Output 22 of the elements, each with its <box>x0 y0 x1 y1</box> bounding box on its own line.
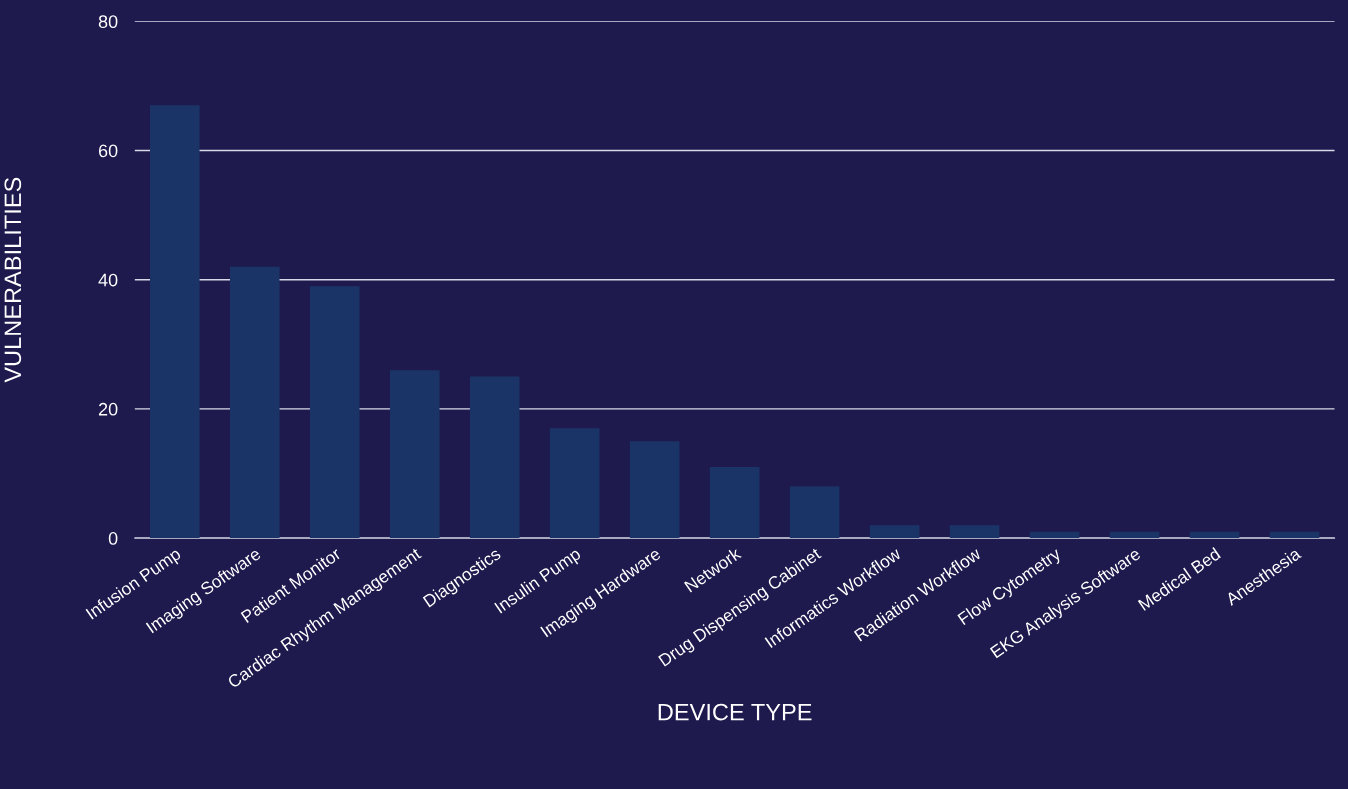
bar <box>789 486 840 539</box>
bar <box>629 441 680 539</box>
bar <box>709 467 760 539</box>
bar <box>469 376 520 539</box>
bar <box>1189 531 1240 539</box>
y-tick-label: 60 <box>98 144 118 158</box>
bar <box>229 266 280 539</box>
bar <box>949 525 1000 539</box>
bar <box>549 428 600 539</box>
y-axis-title: VULNERABILITIES <box>4 177 22 383</box>
bar <box>309 286 360 539</box>
y-tick-label: 40 <box>98 273 118 287</box>
bar <box>389 370 440 539</box>
y-tick-label: 0 <box>108 532 118 545</box>
bar <box>150 105 200 539</box>
x-axis-title: DEVICE TYPE <box>658 703 812 721</box>
bar <box>869 525 920 539</box>
bar <box>1109 531 1160 539</box>
y-tick-label: 20 <box>98 402 118 416</box>
bar <box>1029 531 1080 539</box>
bar <box>1269 531 1320 539</box>
y-tick-label: 80 <box>98 15 118 29</box>
